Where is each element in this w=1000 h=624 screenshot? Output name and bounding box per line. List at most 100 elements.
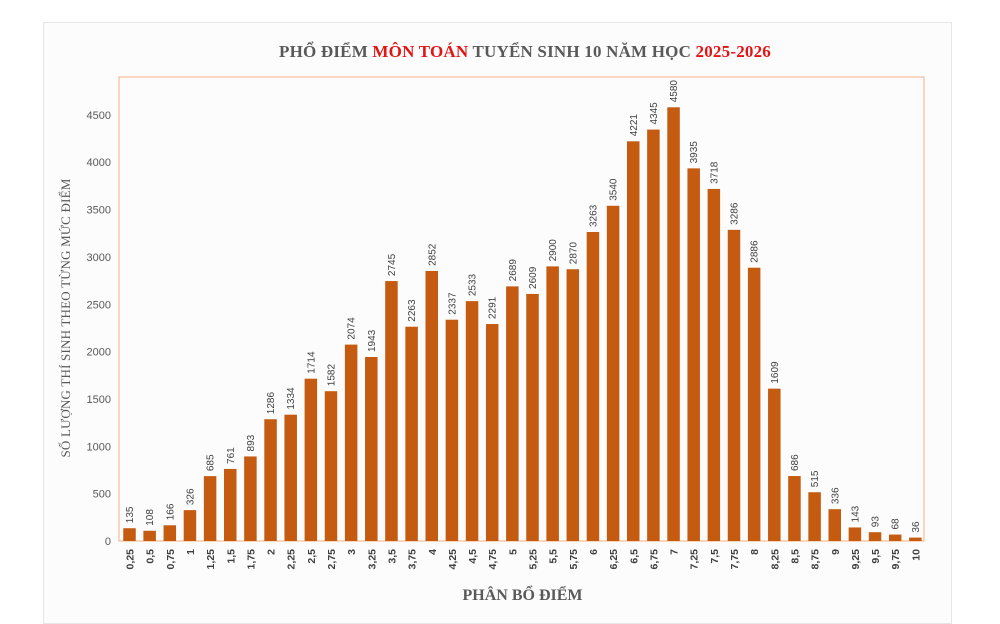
data-label: 2074 <box>347 317 358 340</box>
x-tick-label: 4,25 <box>447 549 459 570</box>
x-tick-label: 9 <box>830 549 842 555</box>
chart-title: PHỔ ĐIỂM MÔN TOÁN TUYỂN SINH 10 NĂM HỌC … <box>0 42 1000 62</box>
bar <box>546 266 559 541</box>
y-tick-label: 2000 <box>87 347 111 359</box>
x-tick-label: 2 <box>266 549 278 555</box>
x-tick-label: 9,75 <box>890 549 902 570</box>
data-label: 2291 <box>488 296 499 319</box>
bar <box>526 293 539 541</box>
bar <box>304 378 318 541</box>
bar <box>163 525 177 541</box>
bar <box>224 468 237 541</box>
bar <box>627 141 640 541</box>
x-tick-label: 2,5 <box>306 549 318 564</box>
data-label: 36 <box>911 521 922 533</box>
bar <box>485 324 499 541</box>
data-label: 108 <box>145 509 156 526</box>
y-tick-label: 2500 <box>87 299 111 311</box>
data-label: 1609 <box>770 361 781 384</box>
data-label: 2533 <box>468 273 479 296</box>
bar <box>687 168 700 542</box>
x-tick-label: 8 <box>749 549 761 555</box>
bar <box>203 476 217 541</box>
x-tick-label: 0,5 <box>145 549 157 564</box>
bar <box>465 301 479 541</box>
bar <box>808 492 821 541</box>
data-label: 893 <box>246 434 257 451</box>
y-tick-label: 4500 <box>87 110 111 122</box>
data-label: 4345 <box>649 102 660 125</box>
bar <box>365 357 378 541</box>
data-label: 1582 <box>327 364 338 387</box>
data-label: 2852 <box>427 243 438 266</box>
title-prefix: PHỔ ĐIỂM <box>279 42 373 61</box>
data-label: 4221 <box>629 114 640 137</box>
bar <box>324 391 338 541</box>
x-axis-label: PHÂN BỔ ĐIỂM <box>462 587 583 604</box>
data-label: 3286 <box>730 202 741 225</box>
plot-frame <box>118 76 925 542</box>
x-tick-label: 3 <box>346 549 358 555</box>
x-tick-label: 3,5 <box>386 549 398 564</box>
bar <box>344 344 358 541</box>
data-label: 686 <box>790 454 801 471</box>
data-label: 336 <box>830 487 841 504</box>
bar <box>405 326 418 541</box>
x-tick-label: 7,25 <box>689 549 701 570</box>
x-tick-label: 9,25 <box>850 549 862 570</box>
title-middle: TUYỂN SINH 10 NĂM HỌC <box>468 42 696 61</box>
x-tick-label: 2,25 <box>286 549 298 570</box>
data-label: 1714 <box>306 351 317 374</box>
x-tick-label: 6,25 <box>608 549 620 570</box>
x-tick-label: 4,5 <box>467 549 479 564</box>
bar <box>909 537 922 541</box>
x-tick-label: 4,75 <box>487 549 499 570</box>
data-label: 3263 <box>588 204 599 227</box>
x-tick-label: 0,25 <box>125 549 137 570</box>
x-tick-label: 1 <box>185 549 197 555</box>
x-tick-label: 5,75 <box>568 549 580 570</box>
y-tick-label: 0 <box>105 536 111 548</box>
data-label: 2263 <box>407 299 418 322</box>
x-tick-label: 6,5 <box>628 549 640 564</box>
data-label: 2870 <box>568 242 579 265</box>
bar <box>123 528 136 541</box>
data-label: 3718 <box>709 161 720 184</box>
x-tick-label: 9,5 <box>870 549 882 564</box>
y-tick-label: 4000 <box>87 157 111 169</box>
y-tick-label: 1500 <box>87 394 111 406</box>
data-label: 2886 <box>750 240 761 263</box>
bar <box>244 456 257 541</box>
x-tick-label: 3,75 <box>407 549 419 570</box>
bar <box>848 527 862 541</box>
x-tick-label: 4 <box>427 549 439 555</box>
y-tick-label: 1000 <box>87 441 111 453</box>
data-label: 761 <box>226 447 237 464</box>
x-tick-label: 8,25 <box>769 549 781 570</box>
x-tick-label: 8,75 <box>810 549 822 570</box>
bar <box>586 232 600 542</box>
data-label: 2689 <box>508 259 519 282</box>
data-label: 515 <box>810 470 821 487</box>
x-tick-label: 1,75 <box>245 549 257 570</box>
bar <box>868 532 882 541</box>
title-subject: MÔN TOÁN <box>372 42 469 61</box>
bar <box>888 534 902 541</box>
data-label: 135 <box>125 506 136 523</box>
data-label: 2900 <box>548 239 559 262</box>
bar <box>647 129 660 541</box>
bar <box>183 510 197 541</box>
x-tick-label: 6,75 <box>648 549 660 570</box>
bar <box>727 229 741 541</box>
y-tick-label: 3000 <box>87 252 111 264</box>
bar <box>264 419 277 541</box>
bar <box>506 286 519 541</box>
data-label: 685 <box>206 454 217 471</box>
data-label: 326 <box>185 488 196 505</box>
bar <box>445 319 459 541</box>
bar <box>667 107 680 542</box>
data-label: 2609 <box>528 266 539 289</box>
data-label: 93 <box>871 516 882 528</box>
data-label: 3540 <box>609 178 620 201</box>
